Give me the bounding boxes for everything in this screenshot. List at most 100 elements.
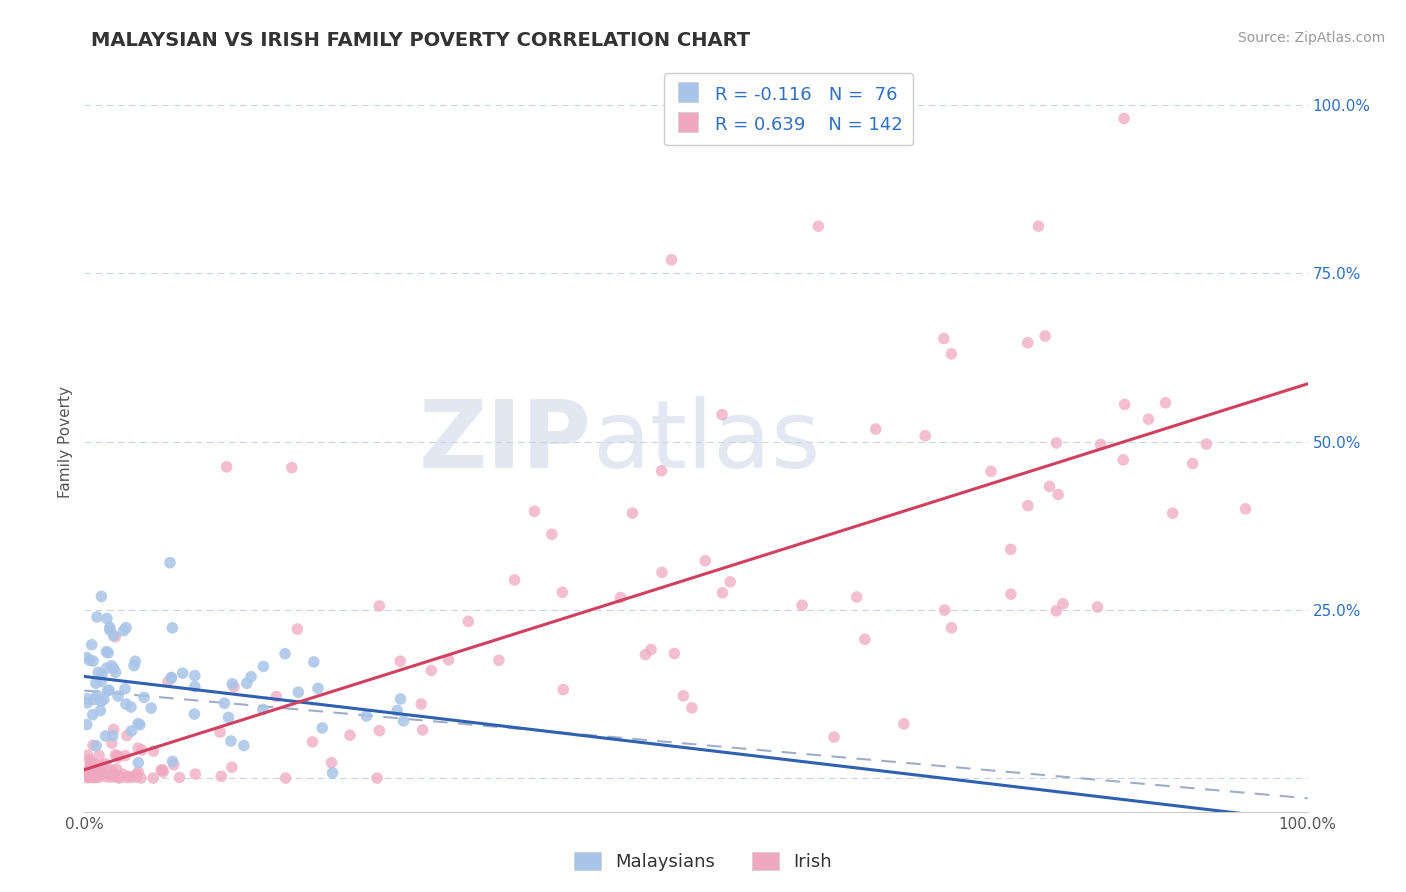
- Point: [865, 422, 887, 436]
- Point: [1154, 396, 1177, 410]
- Point: [1028, 219, 1050, 234]
- Point: [80, 756, 103, 771]
- Point: [87, 748, 110, 763]
- Point: [281, 460, 304, 475]
- Point: [366, 771, 388, 785]
- Point: [162, 621, 184, 635]
- Point: [96, 770, 118, 784]
- Point: [411, 697, 433, 711]
- Point: [83, 766, 105, 780]
- Point: [222, 680, 245, 694]
- Point: [1045, 604, 1067, 618]
- Point: [93, 692, 115, 706]
- Point: [1038, 479, 1060, 493]
- Point: [1017, 335, 1039, 350]
- Point: [131, 743, 153, 757]
- Point: [389, 692, 412, 706]
- Point: [214, 696, 236, 710]
- Point: [893, 717, 915, 731]
- Point: [914, 428, 936, 442]
- Point: [389, 654, 412, 668]
- Point: [80, 638, 103, 652]
- Point: [252, 702, 274, 716]
- Point: [503, 573, 526, 587]
- Point: [115, 621, 138, 635]
- Point: [101, 736, 124, 750]
- Point: [1052, 597, 1074, 611]
- Point: [114, 681, 136, 696]
- Point: [76, 650, 98, 665]
- Point: [101, 729, 124, 743]
- Point: [90, 764, 112, 779]
- Point: [790, 599, 813, 613]
- Point: [160, 671, 183, 685]
- Point: [1114, 112, 1136, 126]
- Point: [215, 459, 238, 474]
- Text: MALAYSIAN VS IRISH FAMILY POVERTY CORRELATION CHART: MALAYSIAN VS IRISH FAMILY POVERTY CORREL…: [91, 31, 751, 50]
- Point: [634, 648, 657, 662]
- Point: [91, 667, 114, 681]
- Point: [82, 707, 104, 722]
- Point: [1047, 487, 1070, 501]
- Point: [100, 658, 122, 673]
- Point: [83, 756, 105, 771]
- Point: [1195, 437, 1218, 451]
- Point: [523, 504, 546, 518]
- Point: [91, 767, 114, 781]
- Point: [101, 766, 124, 780]
- Point: [183, 707, 205, 722]
- Point: [1090, 437, 1112, 451]
- Point: [76, 748, 98, 763]
- Point: [609, 591, 631, 605]
- Point: [83, 692, 105, 706]
- Legend: Malaysians, Irish: Malaysians, Irish: [567, 845, 839, 879]
- Point: [76, 765, 98, 780]
- Point: [274, 647, 297, 661]
- Point: [651, 566, 673, 580]
- Point: [1017, 499, 1039, 513]
- Point: [163, 757, 186, 772]
- Point: [172, 666, 194, 681]
- Point: [87, 771, 110, 785]
- Point: [274, 771, 297, 785]
- Point: [718, 574, 741, 589]
- Point: [105, 748, 128, 763]
- Point: [287, 685, 309, 699]
- Point: [115, 697, 138, 711]
- Point: [115, 771, 138, 785]
- Point: [209, 725, 232, 739]
- Point: [823, 730, 845, 744]
- Point: [551, 585, 574, 599]
- Text: Source: ZipAtlas.com: Source: ZipAtlas.com: [1237, 31, 1385, 45]
- Point: [111, 767, 134, 781]
- Point: [104, 630, 127, 644]
- Point: [152, 763, 174, 777]
- Point: [76, 696, 98, 710]
- Point: [1045, 436, 1067, 450]
- Point: [107, 689, 129, 703]
- Point: [103, 661, 125, 675]
- Point: [221, 677, 243, 691]
- Point: [89, 704, 111, 718]
- Point: [98, 620, 121, 634]
- Point: [385, 703, 408, 717]
- Point: [368, 599, 391, 613]
- Point: [437, 653, 460, 667]
- Point: [125, 770, 148, 784]
- Point: [301, 735, 323, 749]
- Point: [368, 723, 391, 738]
- Point: [114, 748, 136, 763]
- Point: [156, 674, 179, 689]
- Point: [541, 527, 564, 541]
- Point: [1181, 457, 1204, 471]
- Point: [142, 771, 165, 785]
- Point: [86, 610, 108, 624]
- Point: [90, 674, 112, 689]
- Point: [219, 734, 242, 748]
- Point: [96, 684, 118, 698]
- Point: [107, 750, 129, 764]
- Point: [100, 770, 122, 784]
- Point: [77, 761, 100, 775]
- Text: atlas: atlas: [592, 395, 820, 488]
- Point: [94, 729, 117, 743]
